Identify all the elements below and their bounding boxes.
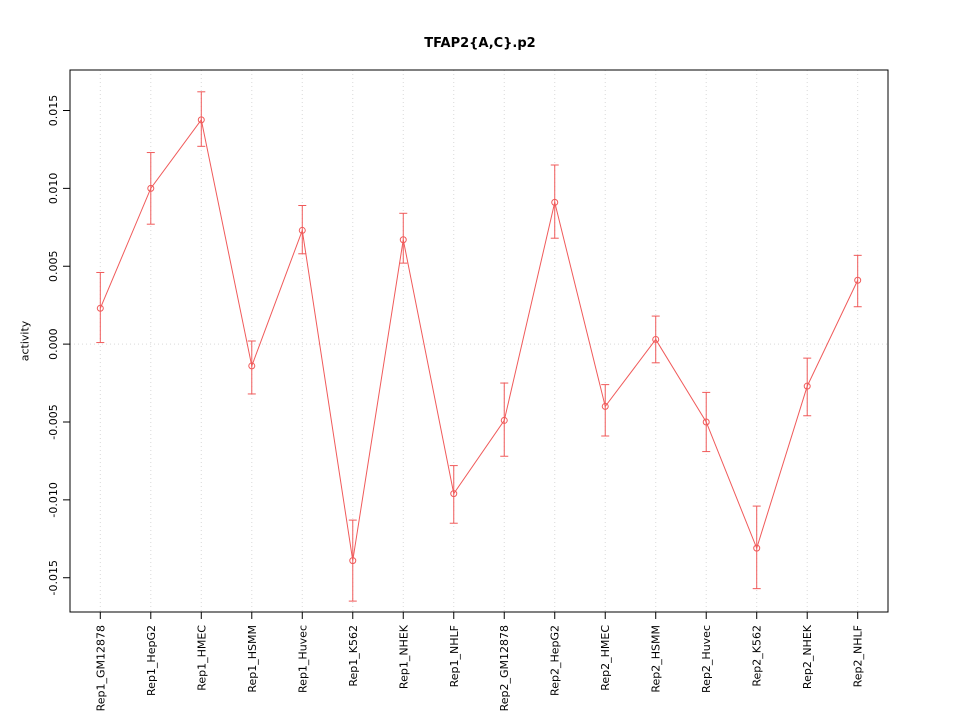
data-point bbox=[96, 304, 104, 312]
data-point bbox=[803, 382, 811, 390]
data-point bbox=[298, 226, 306, 234]
x-tick-label: Rep2_NHEK bbox=[801, 624, 814, 689]
data-point bbox=[551, 198, 559, 206]
x-tick-label: Rep2_K562 bbox=[751, 625, 764, 687]
x-tick-label: Rep1_K562 bbox=[347, 625, 360, 687]
y-tick-label: 0.005 bbox=[47, 250, 60, 282]
x-tick-label: Rep1_HepG2 bbox=[145, 625, 158, 696]
data-point bbox=[248, 362, 256, 370]
data-point bbox=[500, 416, 508, 424]
data-series-line bbox=[99, 118, 859, 561]
x-tick-label: Rep2_HepG2 bbox=[549, 625, 562, 696]
x-tick-label: Rep1_NHEK bbox=[397, 624, 410, 689]
x-tick-label: Rep2_HMEC bbox=[599, 625, 612, 691]
y-tick-label: 0.000 bbox=[47, 328, 60, 360]
data-point bbox=[197, 116, 205, 124]
x-tick-label: Rep1_GM12878 bbox=[94, 625, 107, 711]
x-tick-label: Rep1_NHLF bbox=[448, 625, 461, 687]
y-tick-label: 0.015 bbox=[47, 95, 60, 127]
data-point bbox=[652, 335, 660, 343]
y-tick-label: -0.005 bbox=[47, 404, 60, 439]
data-point bbox=[147, 184, 155, 192]
y-tick-label: -0.015 bbox=[47, 560, 60, 595]
x-tick-label: Rep2_Huvec bbox=[700, 625, 713, 693]
data-point bbox=[753, 544, 761, 552]
data-point bbox=[450, 490, 458, 498]
x-tick-label: Rep1_Huvec bbox=[296, 625, 309, 693]
data-point bbox=[702, 418, 710, 426]
y-tick-label: -0.010 bbox=[47, 482, 60, 517]
data-point bbox=[601, 402, 609, 410]
x-tick-label: Rep2_NHLF bbox=[852, 625, 865, 687]
data-point bbox=[854, 276, 862, 284]
chart-title: TFAP2{A,C}.p2 bbox=[424, 36, 536, 51]
plot-border bbox=[69, 69, 889, 613]
x-tick-label: Rep1_HSMM bbox=[246, 625, 259, 693]
x-tick-label: Rep1_HMEC bbox=[195, 625, 208, 691]
plot-area-background bbox=[70, 70, 888, 612]
x-tick-label: Rep2_GM12878 bbox=[498, 625, 511, 711]
x-tick-label: Rep2_HSMM bbox=[650, 625, 663, 693]
data-point bbox=[399, 236, 407, 244]
data-point bbox=[349, 557, 357, 565]
y-tick-label: 0.010 bbox=[47, 173, 60, 205]
y-axis-label: activity bbox=[18, 320, 32, 362]
